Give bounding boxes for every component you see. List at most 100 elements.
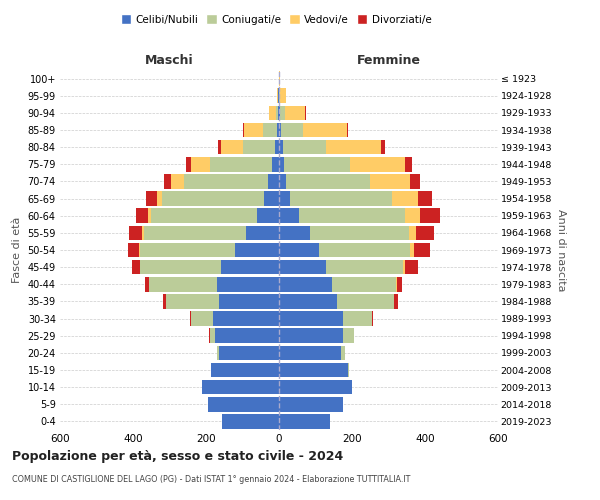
Bar	[275, 140, 279, 154]
Bar	[263, 122, 277, 138]
Bar	[277, 122, 279, 138]
Bar	[299, 208, 405, 223]
Bar	[268, 174, 279, 188]
Bar	[372, 312, 373, 326]
Bar	[279, 140, 283, 154]
Bar	[217, 277, 279, 291]
Bar	[128, 242, 139, 258]
Bar	[343, 312, 372, 326]
Bar	[244, 122, 263, 138]
Bar	[191, 312, 214, 326]
Bar	[409, 226, 416, 240]
Bar	[221, 260, 279, 274]
Bar	[279, 346, 341, 360]
Bar	[405, 208, 419, 223]
Bar	[381, 140, 385, 154]
Bar	[145, 277, 149, 291]
Bar	[149, 277, 217, 291]
Bar	[405, 260, 418, 274]
Bar	[140, 242, 235, 258]
Bar	[310, 226, 409, 240]
Bar	[186, 157, 191, 172]
Bar	[144, 226, 246, 240]
Bar	[414, 242, 430, 258]
Bar	[278, 88, 279, 103]
Bar	[242, 122, 244, 138]
Bar	[221, 140, 242, 154]
Bar	[279, 106, 280, 120]
Bar	[139, 242, 140, 258]
Bar	[392, 192, 418, 206]
Bar	[278, 106, 279, 120]
Bar	[211, 362, 279, 378]
Bar	[219, 346, 279, 360]
Bar	[215, 328, 279, 343]
Bar	[164, 174, 172, 188]
Bar	[246, 226, 279, 240]
Bar	[341, 346, 344, 360]
Bar	[326, 260, 403, 274]
Bar	[397, 277, 403, 291]
Bar	[350, 157, 405, 172]
Bar	[279, 242, 319, 258]
Bar	[162, 192, 265, 206]
Bar	[257, 208, 279, 223]
Bar	[235, 242, 279, 258]
Legend: Celibi/Nubili, Coniugati/e, Vedovi/e, Divorziati/e: Celibi/Nubili, Coniugati/e, Vedovi/e, Di…	[116, 10, 436, 29]
Bar	[279, 72, 280, 86]
Bar	[272, 157, 279, 172]
Bar	[142, 226, 144, 240]
Bar	[405, 157, 412, 172]
Bar	[280, 106, 285, 120]
Bar	[332, 277, 396, 291]
Bar	[285, 106, 305, 120]
Bar	[279, 294, 337, 308]
Text: COMUNE DI CASTIGLIONE DEL LAGO (PG) - Dati ISTAT 1° gennaio 2024 - Elaborazione : COMUNE DI CASTIGLIONE DEL LAGO (PG) - Da…	[12, 475, 410, 484]
Bar	[265, 192, 279, 206]
Text: Popolazione per età, sesso e stato civile - 2024: Popolazione per età, sesso e stato civil…	[12, 450, 343, 463]
Bar	[279, 312, 343, 326]
Bar	[214, 312, 279, 326]
Bar	[343, 328, 354, 343]
Bar	[279, 174, 286, 188]
Text: Femmine: Femmine	[356, 54, 421, 66]
Bar	[284, 157, 350, 172]
Bar	[208, 397, 279, 411]
Bar	[279, 328, 343, 343]
Bar	[202, 380, 279, 394]
Bar	[418, 192, 433, 206]
Bar	[130, 226, 142, 240]
Bar	[279, 397, 343, 411]
Bar	[279, 414, 330, 428]
Bar	[242, 140, 275, 154]
Bar	[191, 157, 209, 172]
Bar	[419, 208, 440, 223]
Bar	[410, 174, 419, 188]
Bar	[281, 122, 303, 138]
Bar	[410, 242, 414, 258]
Bar	[184, 174, 268, 188]
Bar	[219, 294, 279, 308]
Bar	[166, 294, 219, 308]
Bar	[279, 208, 299, 223]
Bar	[394, 294, 398, 308]
Bar	[269, 106, 276, 120]
Bar	[209, 157, 272, 172]
Bar	[279, 192, 290, 206]
Bar	[279, 277, 332, 291]
Bar	[279, 362, 349, 378]
Bar	[370, 174, 410, 188]
Bar	[290, 192, 392, 206]
Bar	[151, 208, 257, 223]
Bar	[283, 140, 326, 154]
Bar	[146, 192, 157, 206]
Bar	[163, 294, 166, 308]
Bar	[136, 208, 148, 223]
Bar	[337, 294, 394, 308]
Bar	[223, 414, 279, 428]
Bar	[319, 242, 410, 258]
Bar	[403, 260, 405, 274]
Bar	[190, 312, 191, 326]
Bar	[279, 260, 326, 274]
Bar	[279, 226, 310, 240]
